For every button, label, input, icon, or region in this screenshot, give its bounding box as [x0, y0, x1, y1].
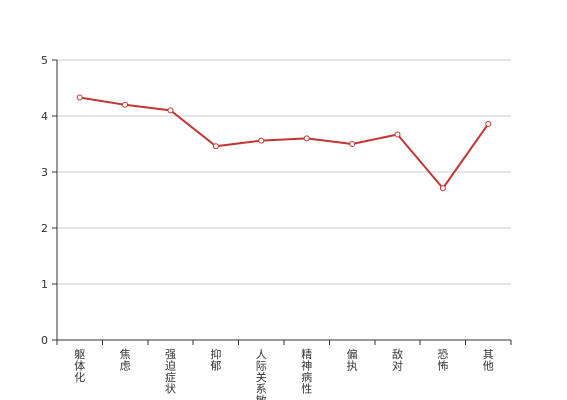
x-tick-label: 精神病性 — [301, 348, 312, 396]
x-tick-label: 其他 — [483, 348, 494, 373]
x-tick-label: 人际关系敏感 — [256, 348, 267, 400]
data-point[interactable] — [258, 137, 265, 144]
x-tick-label: 强迫症状 — [165, 348, 176, 396]
y-tick-label: 1 — [41, 278, 48, 291]
data-point[interactable] — [349, 141, 356, 147]
y-tick-label: 5 — [41, 54, 48, 67]
y-tick-label: 0 — [41, 334, 48, 347]
x-tick-label: 焦虑 — [120, 348, 131, 373]
data-point[interactable] — [394, 131, 401, 138]
y-tick-label: 4 — [41, 110, 48, 123]
grid-lines — [57, 59, 511, 285]
data-point[interactable] — [76, 94, 83, 101]
data-point[interactable] — [212, 143, 219, 150]
y-tick-label: 2 — [41, 222, 48, 235]
data-point[interactable] — [485, 120, 492, 127]
x-tick-label: 偏执 — [347, 347, 358, 373]
y-tick-label: 3 — [41, 166, 48, 179]
data-point[interactable] — [122, 101, 129, 108]
x-tick-label: 敌对 — [392, 347, 403, 373]
data-point[interactable] — [439, 185, 446, 192]
series-group — [76, 94, 492, 192]
y-axis: 0 1 2 3 4 5 — [41, 54, 58, 347]
data-point[interactable] — [303, 135, 310, 142]
data-point[interactable] — [167, 107, 174, 114]
x-tick-label: 抑郁 — [210, 347, 221, 373]
x-axis: 躯体化 焦虑 强迫症状 抑郁 人际关系敏感 精神病性 偏执 敌对 恐怖 其他 — [56, 339, 512, 400]
series-line — [79, 96, 490, 190]
x-tick-label: 躯体化 — [74, 348, 85, 384]
x-tick-label: 恐怖 — [437, 348, 448, 373]
